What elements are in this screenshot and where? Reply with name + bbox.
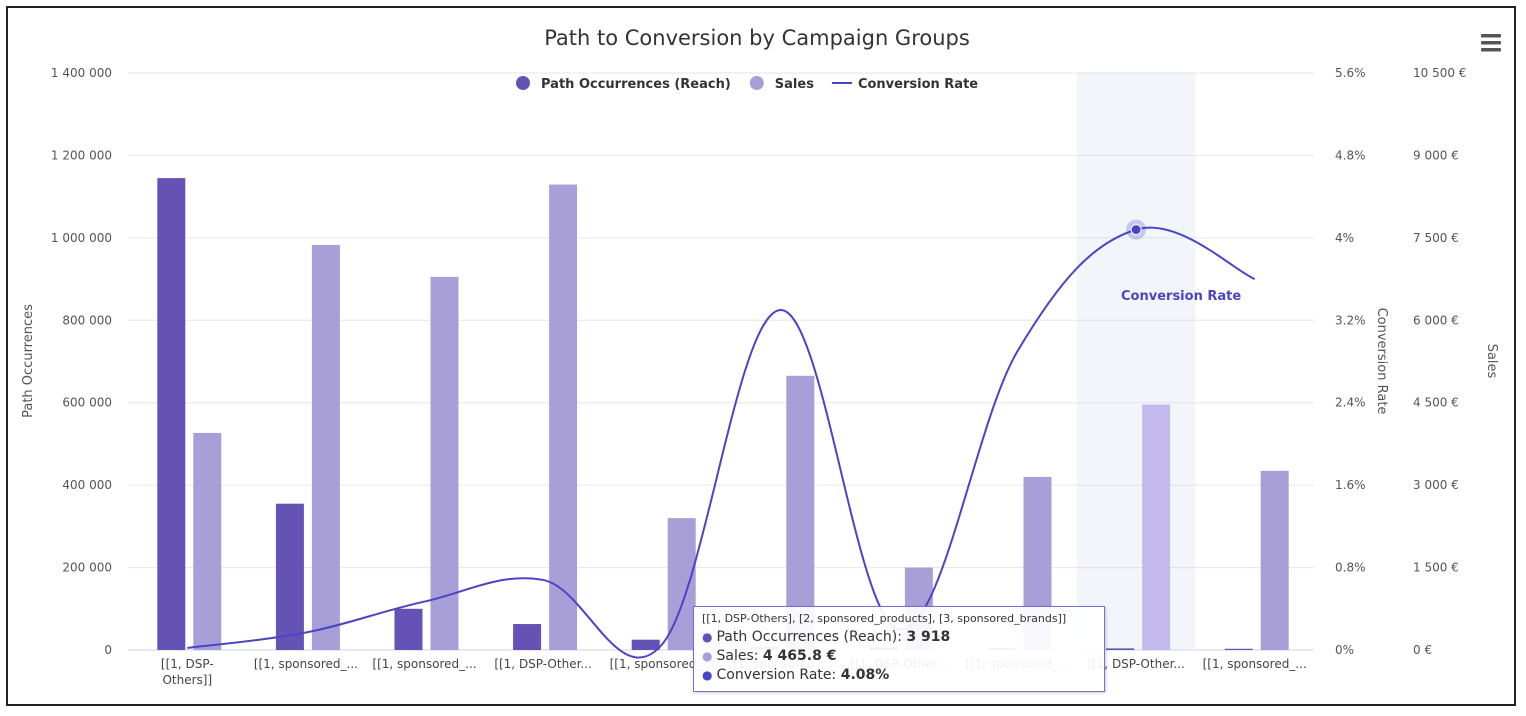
tooltip-label-sales: Sales: <box>716 648 763 664</box>
sales-axis-tick-label: 7 500 € <box>1413 231 1459 245</box>
left-axis-tick-label: 1 400 000 <box>51 66 112 80</box>
sales-axis-tick-label: 9 000 € <box>1413 148 1459 162</box>
x-axis-tick-label: [[1, sponsored_... <box>1203 657 1307 671</box>
chart-title: Path to Conversion by Campaign Groups <box>544 26 970 50</box>
sales-axis-tick-label: 4 500 € <box>1413 396 1459 410</box>
legend-item[interactable]: Path Occurrences (Reach) <box>516 76 731 92</box>
sales-axis-tick-label: 1 500 € <box>1413 561 1459 575</box>
right-axis-tick-label: 0.8% <box>1335 561 1366 575</box>
x-axis-tick-label: [[1, sponsored_... <box>372 657 476 671</box>
hover-highlight-band <box>1076 73 1196 650</box>
right-axis-tick-label: 4% <box>1335 231 1354 245</box>
right-axis-tick-label: 2.4% <box>1335 396 1366 410</box>
right-axis-tick-label: 3.2% <box>1335 313 1366 327</box>
left-axis-tick-label: 0 <box>104 643 112 657</box>
sales-axis-tick-label: 3 000 € <box>1413 478 1459 492</box>
bar-path-occurrences[interactable] <box>631 639 660 650</box>
conversion-rate-line <box>187 226 1256 659</box>
bar-sales[interactable] <box>1260 470 1289 650</box>
bar-sales[interactable] <box>430 276 459 650</box>
legend-item[interactable]: Sales <box>749 76 814 92</box>
right-axis-tick-label: 5.6% <box>1335 66 1366 80</box>
legend-label: Conversion Rate <box>858 77 978 92</box>
legend-circle-reach <box>516 76 530 90</box>
x-axis-tick-label: Others]] <box>162 673 212 687</box>
left-axis-tick-label: 200 000 <box>62 561 112 575</box>
x-axis-tick-label: [[1, DSP-Other... <box>494 657 592 671</box>
left-axis-tick-label: 800 000 <box>62 313 112 327</box>
sales-axis-tick-label: 0 € <box>1413 643 1432 657</box>
tooltip-row-sales: ● Sales: 4 465.8 € <box>702 647 1096 666</box>
conversion-rate-data-label: Conversion Rate <box>1121 289 1241 304</box>
left-axis-title: Path Occurrences <box>21 304 36 418</box>
tooltip-row-conversion: ● Conversion Rate: 4.08% <box>702 666 1096 685</box>
left-axis-tick-label: 1 200 000 <box>51 148 112 162</box>
bar-path-occurrences[interactable] <box>1224 648 1253 650</box>
legend-label: Sales <box>775 77 814 92</box>
conversion-point[interactable] <box>1130 224 1142 236</box>
bar-sales[interactable] <box>193 432 222 650</box>
x-axis-tick-label: [[1, DSP- <box>161 657 214 671</box>
legend-label: Path Occurrences (Reach) <box>541 77 731 92</box>
bar-sales[interactable] <box>1142 404 1171 650</box>
tooltip-label-conversion: Conversion Rate: <box>716 667 841 683</box>
tooltip: [[1, DSP-Others], [2, sponsored_products… <box>693 606 1105 692</box>
bar-path-occurrences[interactable] <box>157 178 186 650</box>
tooltip-dot-reach: ● <box>702 630 713 644</box>
bar-path-occurrences[interactable] <box>513 624 542 650</box>
conversion-axis-title: Conversion Rate <box>1374 308 1389 415</box>
sales-axis-title: Sales <box>1484 344 1499 379</box>
bar-path-occurrences[interactable] <box>275 503 304 650</box>
bar-path-occurrences[interactable] <box>394 608 423 650</box>
right-axis-tick-label: 0% <box>1335 643 1354 657</box>
tooltip-value-reach: 3 918 <box>906 629 951 645</box>
x-axis-tick-label: [[1, sponsored_... <box>610 657 714 671</box>
bar-sales[interactable] <box>786 375 815 650</box>
left-axis-tick-label: 400 000 <box>62 478 112 492</box>
hamburger-menu-icon[interactable] <box>1481 34 1501 52</box>
legend-circle-sales <box>749 76 764 90</box>
tooltip-value-sales: 4 465.8 € <box>762 648 837 664</box>
legend-item[interactable]: Conversion Rate <box>831 77 978 92</box>
tooltip-value-conversion: 4.08% <box>840 667 890 683</box>
line-series: Conversion Rate <box>187 219 1256 659</box>
tooltip-dot-conversion: ● <box>702 668 713 682</box>
bar-path-occurrences[interactable] <box>1106 648 1135 650</box>
legend: Path Occurrences (Reach) Sales Conversion … <box>516 76 978 92</box>
tooltip-dot-sales: ● <box>702 649 713 663</box>
sales-axis-tick-label: 6 000 € <box>1413 313 1459 327</box>
left-axis-tick-label: 600 000 <box>62 396 112 410</box>
tooltip-label-reach: Path Occurrences (Reach): <box>716 629 907 645</box>
tooltip-header: [[1, DSP-Others], [2, sponsored_products… <box>702 612 1067 625</box>
left-axis-tick-label: 1 000 000 <box>51 231 112 245</box>
bar-sales[interactable] <box>549 184 578 650</box>
bar-sales[interactable] <box>311 245 340 650</box>
sales-axis-tick-label: 10 500 € <box>1413 66 1466 80</box>
x-axis-tick-label: [[1, DSP-Other... <box>1087 657 1185 671</box>
x-axis-tick-label: [[1, sponsored_... <box>254 657 358 671</box>
right-axis-tick-label: 1.6% <box>1335 478 1366 492</box>
tooltip-row-reach: ● Path Occurrences (Reach): 3 918 <box>702 628 1096 647</box>
right-axis-tick-label: 4.8% <box>1335 148 1366 162</box>
